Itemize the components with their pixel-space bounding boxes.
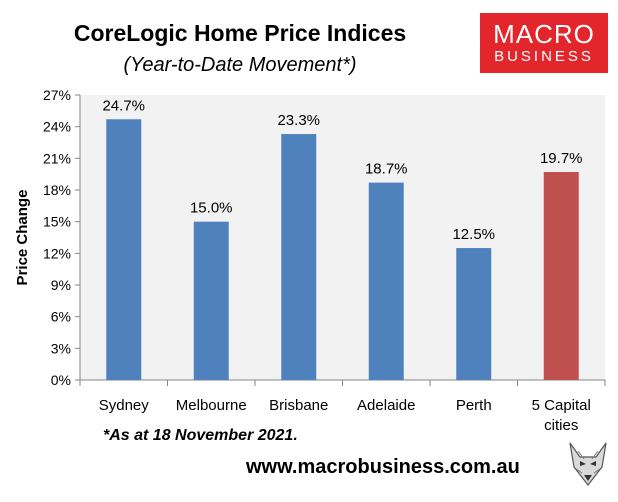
- y-tick-label: 3%: [51, 340, 71, 356]
- data-label-0: 24.7%: [102, 97, 145, 114]
- wolf-mascot-icon: [562, 437, 614, 489]
- plot-area: [80, 95, 605, 380]
- y-tick-label: 24%: [43, 119, 71, 135]
- bar-4: [456, 248, 492, 380]
- x-category-label: Adelaide: [357, 397, 415, 414]
- y-tick-label: 6%: [51, 309, 71, 325]
- data-label-4: 12.5%: [452, 226, 495, 243]
- y-tick-label: 21%: [43, 150, 71, 166]
- bar-1: [193, 221, 229, 380]
- bar-0: [106, 119, 142, 381]
- chart-subtitle: (Year-to-Date Movement*): [123, 54, 357, 76]
- footnote: *As at 18 November 2021.: [103, 427, 298, 444]
- x-category-label: 5 Capital: [532, 397, 591, 414]
- data-label-1: 15.0%: [190, 200, 233, 217]
- data-label-2: 23.3%: [277, 112, 320, 129]
- y-axis-label: Price Change: [14, 190, 31, 286]
- bar-chart: 0% 3% 6% 9% 12% 15% 18% 21% 24% 27% 24.7% Sydney 15.…: [14, 87, 606, 434]
- x-category-label: Brisbane: [269, 397, 328, 414]
- x-category-label: Melbourne: [176, 397, 247, 414]
- data-label-5: 19.7%: [540, 150, 583, 167]
- y-tick-label: 27%: [43, 87, 71, 103]
- y-tick-label: 0%: [51, 372, 71, 388]
- chart-title: CoreLogic Home Price Indices: [73, 20, 407, 46]
- y-tick-label: 15%: [43, 214, 71, 230]
- y-tick-label: 9%: [51, 277, 71, 293]
- bar-3: [368, 182, 404, 380]
- bar-5: [543, 172, 579, 380]
- data-label-3: 18.7%: [365, 161, 408, 178]
- macrobusiness-logo: MACRO BUSINESS: [480, 13, 608, 73]
- logo-text-bottom: BUSINESS: [494, 48, 594, 65]
- x-category-label: Perth: [456, 397, 492, 414]
- x-category-label: cities: [544, 417, 578, 434]
- y-tick-label: 12%: [43, 245, 71, 261]
- bar-2: [281, 134, 317, 380]
- logo-text-top: MACRO: [493, 19, 595, 49]
- website-url[interactable]: www.macrobusiness.com.au: [246, 456, 520, 478]
- x-category-label: Sydney: [99, 397, 150, 414]
- y-tick-label: 18%: [43, 182, 71, 198]
